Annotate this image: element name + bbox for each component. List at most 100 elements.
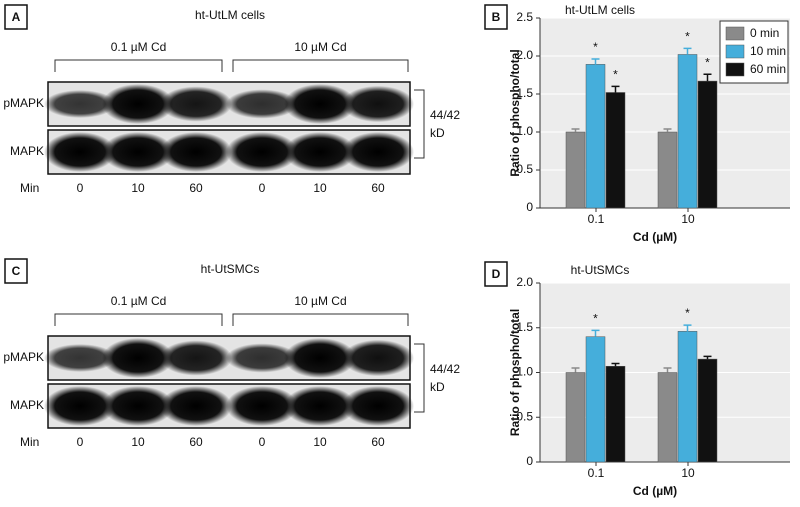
lane-label: 10 bbox=[131, 435, 145, 449]
error-bar bbox=[571, 367, 580, 373]
size-bracket bbox=[414, 343, 425, 413]
error-bar bbox=[591, 329, 600, 337]
group-label: 0.1 µM Cd bbox=[111, 294, 167, 308]
lane-label: 0 bbox=[77, 181, 84, 195]
blot-band bbox=[102, 132, 174, 172]
row-label: pMAPK bbox=[3, 96, 44, 110]
blot-band bbox=[226, 386, 298, 426]
row-label: pMAPK bbox=[3, 350, 44, 364]
significance-mark: * bbox=[593, 40, 598, 54]
lane-label: 60 bbox=[189, 435, 203, 449]
group-label: 10 µM Cd bbox=[294, 40, 346, 54]
panel-letter-box bbox=[484, 4, 508, 30]
group-bracket bbox=[54, 313, 223, 326]
y-tick-label: 2.5 bbox=[516, 10, 533, 24]
bar bbox=[657, 372, 678, 463]
significance-mark: * bbox=[593, 312, 598, 326]
y-axis-label: Ratio of phospho/total bbox=[508, 49, 522, 176]
group-bracket bbox=[232, 313, 409, 326]
error-bar bbox=[683, 324, 692, 332]
bar bbox=[657, 131, 678, 209]
blot-title: ht-UtSMCs bbox=[201, 262, 260, 276]
blot-band bbox=[284, 132, 356, 172]
y-tick-label: 2.0 bbox=[516, 48, 533, 62]
group-bracket bbox=[232, 59, 409, 72]
y-tick-label: 0.5 bbox=[516, 162, 533, 176]
error-bar bbox=[703, 355, 712, 360]
error-bar bbox=[663, 367, 672, 373]
error-bar bbox=[611, 85, 620, 93]
row-label: MAPK bbox=[10, 398, 44, 412]
lane-label: 10 bbox=[313, 435, 327, 449]
y-tick-label: 1.5 bbox=[516, 320, 533, 334]
group-bracket bbox=[54, 59, 223, 72]
y-tick-label: 0 bbox=[526, 200, 533, 214]
blot-band bbox=[102, 386, 174, 426]
blot-band bbox=[284, 386, 356, 426]
chart-title: ht-UtSMCs bbox=[571, 263, 630, 277]
legend-swatch bbox=[725, 44, 745, 59]
error-bar bbox=[611, 362, 620, 367]
y-tick-label: 0 bbox=[526, 454, 533, 468]
significance-mark: * bbox=[685, 306, 690, 320]
size-unit: kD bbox=[430, 126, 445, 140]
blot-band bbox=[342, 339, 414, 377]
bar bbox=[677, 54, 698, 209]
size-bracket bbox=[414, 89, 425, 159]
blot-band bbox=[160, 86, 232, 122]
y-tick-label: 2.0 bbox=[516, 275, 533, 289]
blot-band bbox=[160, 386, 232, 426]
group-label: 0.1 µM Cd bbox=[111, 40, 167, 54]
lane-label: 60 bbox=[371, 435, 385, 449]
lane-axis-label: Min bbox=[20, 181, 39, 195]
blot-band bbox=[342, 85, 414, 123]
blot-band bbox=[284, 338, 356, 378]
blot-band bbox=[102, 338, 174, 378]
error-bar bbox=[683, 47, 692, 55]
x-axis-label: Cd (µM) bbox=[633, 230, 677, 244]
blot-title: ht-UtLM cells bbox=[195, 8, 265, 22]
blot-band bbox=[102, 84, 174, 124]
bar bbox=[697, 358, 718, 463]
bar bbox=[565, 131, 586, 209]
legend-label: 0 min bbox=[750, 26, 779, 40]
bar bbox=[605, 92, 626, 209]
row-label: MAPK bbox=[10, 144, 44, 158]
lane-label: 60 bbox=[189, 181, 203, 195]
panel-letter-box bbox=[4, 258, 28, 284]
blot-band bbox=[44, 90, 116, 118]
legend-label: 10 min bbox=[750, 44, 786, 58]
lane-label: 10 bbox=[131, 181, 145, 195]
blot-band bbox=[226, 89, 298, 119]
x-tick-label: 10 bbox=[681, 212, 695, 226]
panel-letter: A bbox=[12, 10, 21, 24]
x-tick-label: 0.1 bbox=[588, 466, 605, 480]
lane-label: 0 bbox=[259, 435, 266, 449]
blot-band bbox=[342, 132, 414, 172]
blot-band bbox=[226, 343, 298, 373]
error-bar bbox=[571, 128, 580, 132]
size-label: 44/42 bbox=[430, 362, 460, 376]
panel-letter: B bbox=[492, 10, 501, 24]
bar bbox=[565, 372, 586, 463]
significance-mark: * bbox=[705, 55, 710, 69]
lane-label: 0 bbox=[259, 181, 266, 195]
x-tick-label: 10 bbox=[681, 466, 695, 480]
bar bbox=[585, 64, 606, 209]
blot-band bbox=[44, 386, 116, 426]
y-tick-label: 0.5 bbox=[516, 409, 533, 423]
blot-band bbox=[44, 344, 116, 372]
blot-band bbox=[284, 84, 356, 124]
panel-letter-box bbox=[4, 4, 28, 30]
significance-mark: * bbox=[613, 68, 618, 82]
panel-letter: C bbox=[12, 264, 21, 278]
group-label: 10 µM Cd bbox=[294, 294, 346, 308]
bar bbox=[697, 80, 718, 209]
bar bbox=[605, 365, 626, 463]
y-tick-label: 1.5 bbox=[516, 86, 533, 100]
blot-band bbox=[44, 132, 116, 172]
lane-axis-label: Min bbox=[20, 435, 39, 449]
size-unit: kD bbox=[430, 380, 445, 394]
panel-letter: D bbox=[492, 267, 501, 281]
